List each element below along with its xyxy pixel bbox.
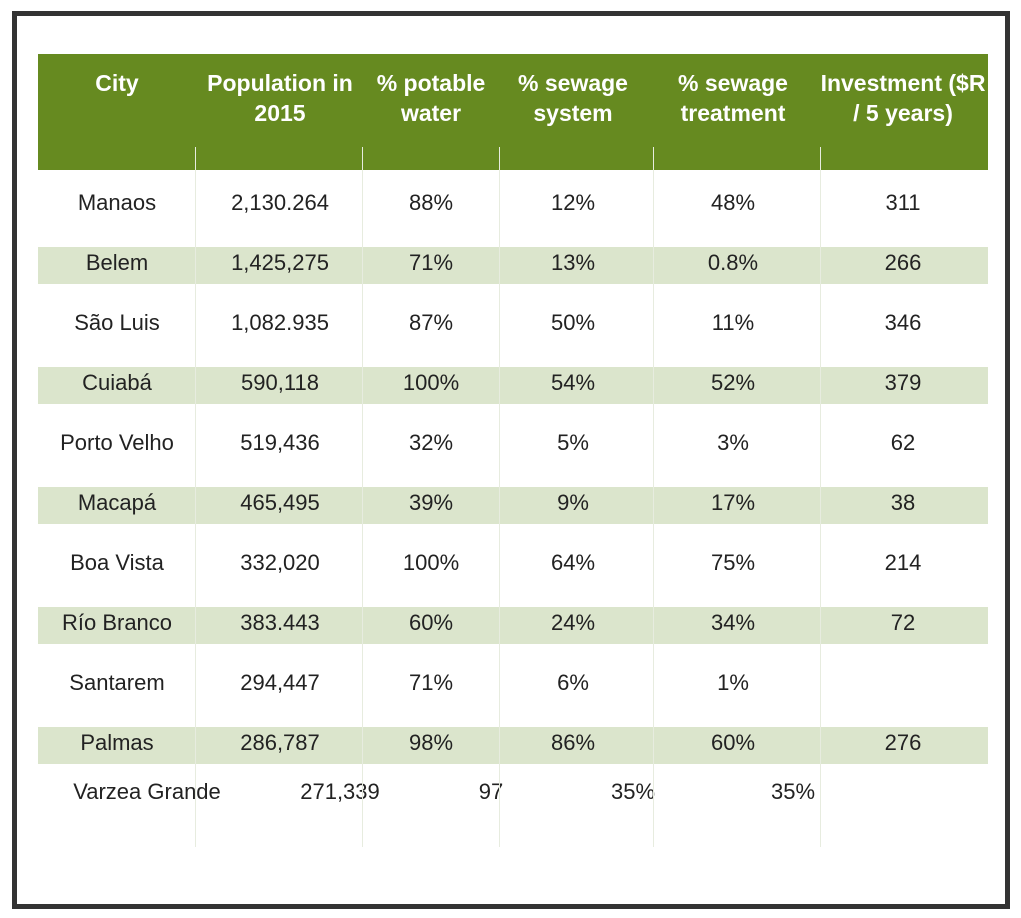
cell-investment: 214: [884, 550, 922, 575]
cell-sewage-treatment: 17%: [710, 490, 756, 515]
header-potable-water: % potable water: [376, 70, 486, 126]
table-row: Varzea Grande 271,339 97 35% 35%: [38, 770, 988, 870]
cell-sewage-treatment: 35%: [770, 779, 816, 804]
table-row: Porto Velho 519,436 32% 5% 3% 62: [38, 410, 988, 470]
cell-potable-water: 87%: [408, 310, 454, 335]
cell-city: Manaos: [77, 190, 157, 215]
cell-sewage-treatment: 48%: [710, 190, 756, 215]
cell-sewage-treatment: 0.8%: [707, 250, 759, 275]
cell-investment: [878, 770, 1021, 777]
cell-potable-water: 100%: [402, 550, 460, 575]
table-row: Palmas 286,787 98% 86% 60% 276: [38, 710, 988, 770]
cell-investment: 276: [884, 730, 922, 755]
cell-city: Boa Vista: [70, 550, 164, 575]
cell-investment: 266: [884, 250, 922, 275]
cell-population: 286,787: [240, 730, 320, 755]
column-divider: [195, 147, 196, 847]
cell-city: Varzea Grande: [73, 779, 221, 804]
cell-potable-water: 32%: [408, 430, 454, 455]
cell-sewage-system: 9%: [557, 490, 589, 515]
table-row: São Luis 1,082.935 87% 50% 11% 346: [38, 290, 988, 350]
table-row: Cuiabá 590,118 100% 54% 52% 379: [38, 350, 988, 410]
cell-sewage-system: 86%: [550, 730, 596, 755]
cell-investment: 72: [890, 610, 916, 635]
data-table: City Population in 2015 % potable water …: [38, 54, 988, 870]
cell-city: Palmas: [80, 730, 154, 755]
cell-population: 1,425,275: [231, 250, 329, 275]
cell-investment: 311: [885, 190, 921, 215]
cell-sewage-treatment: 3%: [717, 430, 749, 455]
cell-sewage-system: 54%: [550, 370, 596, 395]
cell-investment: 379: [884, 370, 922, 395]
table-row: Belem 1,425,275 71% 13% 0.8% 266: [38, 230, 988, 290]
table-row: Santarem 294,447 71% 6% 1%: [38, 650, 988, 710]
cell-investment: 38: [890, 490, 916, 515]
cell-population: 465,495: [240, 490, 320, 515]
cell-sewage-treatment: 52%: [710, 370, 756, 395]
cell-potable-water: 71%: [408, 250, 454, 275]
column-divider: [362, 147, 363, 847]
cell-sewage-system: 5%: [557, 430, 589, 455]
table-row: Boa Vista 332,020 100% 64% 75% 214: [38, 530, 988, 590]
column-divider: [653, 147, 654, 847]
cell-potable-water: 100%: [402, 370, 460, 395]
cell-sewage-system: 12%: [550, 190, 596, 215]
cell-population: 2,130.264: [231, 190, 329, 215]
cell-population: 1,082.935: [231, 310, 329, 335]
cell-population: 519,436: [240, 430, 320, 455]
cell-city: Río Branco: [61, 610, 173, 635]
cell-potable-water: 39%: [408, 490, 454, 515]
cell-sewage-treatment: 1%: [717, 670, 749, 695]
column-divider: [820, 147, 821, 847]
cell-city: Macapá: [77, 490, 157, 515]
cell-potable-water: 88%: [408, 190, 454, 215]
table-row: Macapá 465,495 39% 9% 17% 38: [38, 470, 988, 530]
cell-sewage-system: 50%: [550, 310, 596, 335]
cell-city: Santarem: [69, 670, 165, 695]
cell-population: 383.443: [240, 610, 320, 635]
cell-city: Belem: [85, 250, 149, 275]
table-body: Manaos 2,130.264 88% 12% 48% 311 Belem 1,425,27…: [38, 170, 988, 870]
cell-population: 271,339: [300, 779, 380, 804]
cell-sewage-system: 64%: [550, 550, 596, 575]
cell-sewage-treatment: 75%: [710, 550, 756, 575]
header-city: City: [95, 70, 139, 96]
cell-sewage-treatment: 11%: [711, 310, 755, 335]
table-row: Manaos 2,130.264 88% 12% 48% 311: [38, 170, 988, 230]
table-header: City Population in 2015 % potable water …: [38, 54, 988, 170]
column-divider: [499, 147, 500, 847]
cell-investment: 346: [884, 310, 922, 335]
cell-potable-water: 71%: [408, 670, 454, 695]
cell-investment: 62: [890, 430, 916, 455]
header-sewage-system: % sewage system: [518, 70, 628, 126]
cell-city: Cuiabá: [82, 370, 152, 395]
table-row: Río Branco 383.443 60% 24% 34% 72: [38, 590, 988, 650]
cell-sewage-treatment: 60%: [710, 730, 756, 755]
cell-sewage-system: 35%: [610, 779, 656, 804]
header-investment: Investment ($R / 5 years): [820, 70, 986, 126]
cell-potable-water: 97: [478, 779, 504, 804]
header-population: Population in 2015: [207, 70, 353, 126]
cell-population: 294,447: [240, 670, 320, 695]
cell-population: 590,118: [241, 370, 319, 395]
cell-sewage-system: 24%: [550, 610, 596, 635]
cell-city: Porto Velho: [60, 430, 174, 455]
header-sewage-treatment: % sewage treatment: [678, 70, 788, 126]
cell-city: São Luis: [74, 310, 160, 335]
cell-sewage-system: 13%: [550, 250, 596, 275]
cell-sewage-system: 6%: [557, 670, 589, 695]
cell-population: 332,020: [240, 550, 320, 575]
cell-sewage-treatment: 34%: [710, 610, 756, 635]
cell-potable-water: 60%: [408, 610, 454, 635]
table-frame: City Population in 2015 % potable water …: [12, 11, 1010, 909]
cell-investment: [818, 677, 988, 683]
cell-potable-water: 98%: [408, 730, 454, 755]
